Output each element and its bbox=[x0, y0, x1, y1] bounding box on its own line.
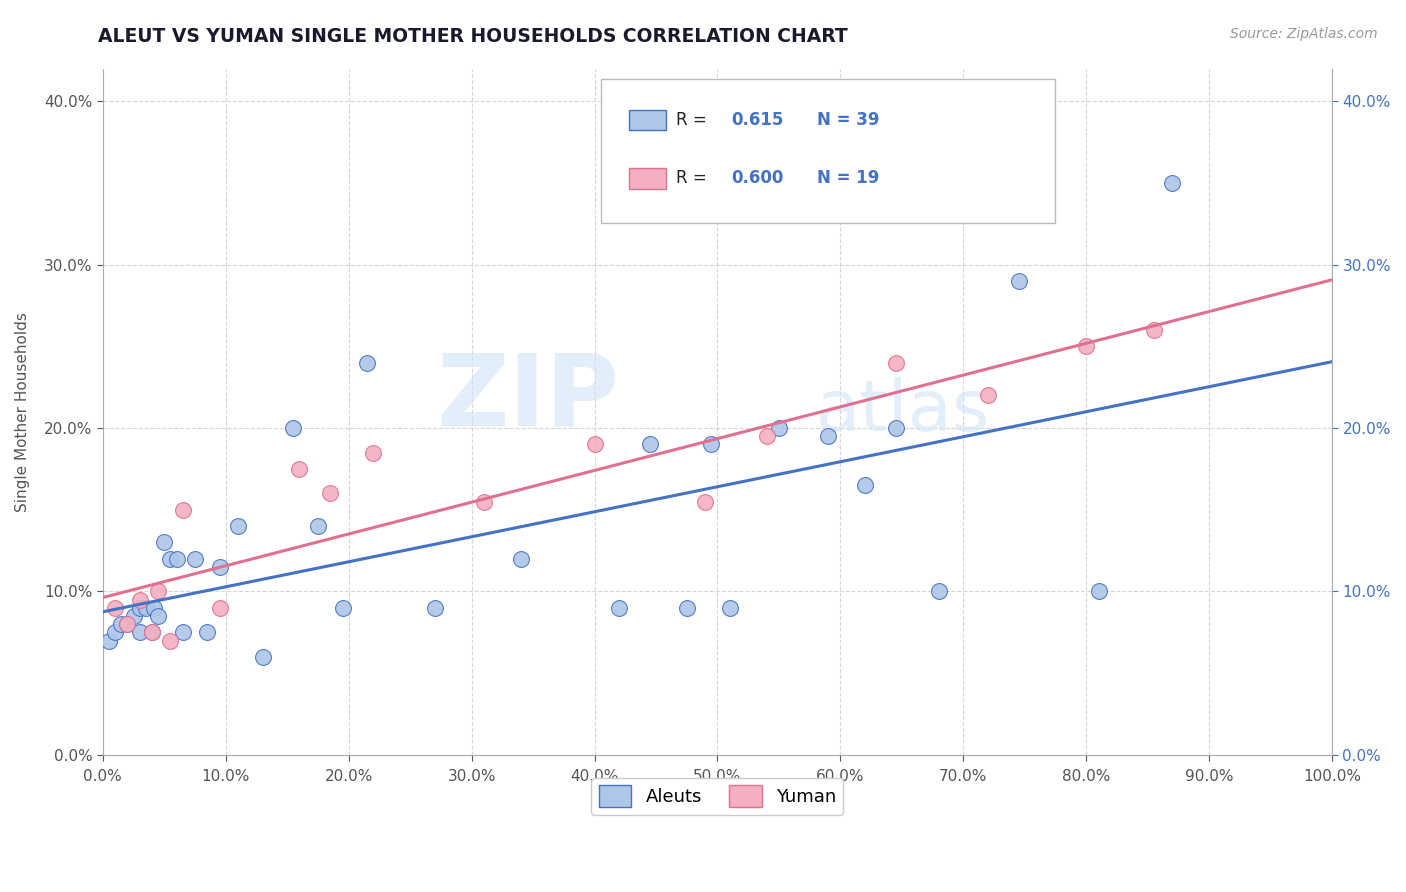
Point bbox=[356, 356, 378, 370]
Text: atlas: atlas bbox=[815, 377, 990, 446]
Point bbox=[700, 437, 723, 451]
Point bbox=[607, 600, 630, 615]
Point bbox=[361, 445, 384, 459]
FancyBboxPatch shape bbox=[628, 168, 666, 188]
Point bbox=[159, 633, 181, 648]
Text: N = 39: N = 39 bbox=[817, 111, 880, 129]
Point bbox=[166, 551, 188, 566]
Text: R =: R = bbox=[676, 169, 711, 187]
Point bbox=[122, 609, 145, 624]
Point bbox=[755, 429, 778, 443]
Point bbox=[128, 600, 150, 615]
Point bbox=[1007, 274, 1029, 288]
Point bbox=[319, 486, 342, 500]
Point bbox=[977, 388, 1000, 402]
Point bbox=[853, 478, 876, 492]
Point bbox=[283, 421, 305, 435]
Point bbox=[884, 356, 907, 370]
Text: R =: R = bbox=[676, 111, 711, 129]
Point bbox=[143, 600, 166, 615]
Point bbox=[184, 551, 207, 566]
FancyBboxPatch shape bbox=[628, 110, 666, 130]
Point bbox=[884, 421, 907, 435]
FancyBboxPatch shape bbox=[600, 78, 1056, 223]
Point bbox=[172, 625, 194, 640]
Text: ZIP: ZIP bbox=[436, 350, 619, 447]
Point bbox=[110, 617, 132, 632]
Point bbox=[288, 462, 311, 476]
Point bbox=[141, 625, 163, 640]
Text: 0.615: 0.615 bbox=[731, 111, 783, 129]
Point bbox=[928, 584, 950, 599]
Point bbox=[1076, 339, 1098, 353]
Point bbox=[423, 600, 446, 615]
Point bbox=[1143, 323, 1166, 337]
Text: N = 19: N = 19 bbox=[817, 169, 879, 187]
Point bbox=[307, 519, 329, 533]
Point bbox=[104, 600, 127, 615]
Point bbox=[583, 437, 606, 451]
Point bbox=[208, 560, 231, 574]
Point bbox=[146, 584, 169, 599]
Point bbox=[172, 502, 194, 516]
Point bbox=[135, 600, 157, 615]
Text: ALEUT VS YUMAN SINGLE MOTHER HOUSEHOLDS CORRELATION CHART: ALEUT VS YUMAN SINGLE MOTHER HOUSEHOLDS … bbox=[98, 27, 848, 45]
Y-axis label: Single Mother Households: Single Mother Households bbox=[15, 312, 30, 512]
Point bbox=[718, 600, 741, 615]
Point bbox=[117, 617, 139, 632]
Point bbox=[128, 625, 150, 640]
Point bbox=[1087, 584, 1109, 599]
Point bbox=[695, 494, 717, 508]
Point bbox=[768, 421, 790, 435]
Point bbox=[675, 600, 697, 615]
Point bbox=[817, 429, 839, 443]
Point bbox=[141, 625, 163, 640]
Point bbox=[104, 625, 127, 640]
Point bbox=[509, 551, 531, 566]
Text: 0.600: 0.600 bbox=[731, 169, 783, 187]
Point bbox=[195, 625, 218, 640]
Point bbox=[153, 535, 176, 549]
Text: Source: ZipAtlas.com: Source: ZipAtlas.com bbox=[1230, 27, 1378, 41]
Point bbox=[117, 617, 139, 632]
Point bbox=[146, 609, 169, 624]
Point bbox=[638, 437, 661, 451]
Point bbox=[1161, 176, 1184, 190]
Point bbox=[128, 592, 150, 607]
Point bbox=[332, 600, 354, 615]
Point bbox=[159, 551, 181, 566]
Point bbox=[208, 600, 231, 615]
Point bbox=[472, 494, 495, 508]
Point bbox=[252, 649, 274, 664]
Point bbox=[97, 633, 120, 648]
Legend: Aleuts, Yuman: Aleuts, Yuman bbox=[592, 778, 844, 814]
Point bbox=[226, 519, 249, 533]
